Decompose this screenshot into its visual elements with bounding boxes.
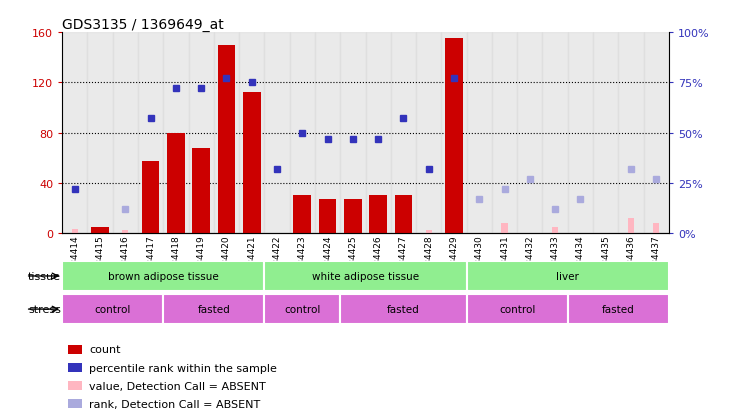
Bar [163,294,265,324]
Text: percentile rank within the sample: percentile rank within the sample [89,363,277,373]
Bar [265,33,289,233]
Bar [218,45,235,233]
Text: stress: stress [28,304,61,314]
Bar [265,261,466,291]
Bar [91,227,109,233]
Bar [192,148,210,233]
Bar [113,33,138,233]
Text: fasted: fasted [387,304,420,314]
Bar [62,33,88,233]
Bar [517,33,542,233]
Bar [122,231,129,233]
Bar [289,33,315,233]
Bar [167,133,185,233]
Text: white adipose tissue: white adipose tissue [312,271,419,281]
Text: value, Detection Call = ABSENT: value, Detection Call = ABSENT [89,381,266,391]
Bar [340,33,366,233]
Bar [265,294,340,324]
Bar [62,261,265,291]
Bar [653,223,659,233]
Text: fasted: fasted [197,304,230,314]
Bar [340,294,466,324]
Text: liver: liver [556,271,579,281]
Bar [643,33,669,233]
Bar [68,399,82,408]
Bar [189,33,213,233]
Bar [391,33,416,233]
Bar [492,33,517,233]
Bar [466,294,568,324]
Bar [344,199,362,233]
Bar [593,33,618,233]
Bar [68,345,82,354]
Text: control: control [94,304,131,314]
Text: GDS3135 / 1369649_at: GDS3135 / 1369649_at [62,18,224,32]
Bar [243,93,260,233]
Bar [416,33,442,233]
Bar [68,381,82,390]
Bar [62,294,163,324]
Text: tissue: tissue [28,271,61,281]
Bar [425,231,432,233]
Bar [466,261,669,291]
Bar [315,33,340,233]
Bar [163,33,189,233]
Text: control: control [284,304,320,314]
Bar [293,196,311,233]
Bar [542,33,568,233]
Bar [213,33,239,233]
Bar [239,33,265,233]
Bar [501,223,507,233]
Bar [142,162,159,233]
Bar [568,33,593,233]
Bar [552,227,558,233]
Text: rank, Detection Call = ABSENT: rank, Detection Call = ABSENT [89,399,261,409]
Bar [628,218,634,233]
Text: control: control [499,304,535,314]
Bar [395,196,412,233]
Bar [369,196,387,233]
Text: brown adipose tissue: brown adipose tissue [108,271,219,281]
Text: count: count [89,344,121,355]
Bar [68,363,82,373]
Bar [88,33,113,233]
Bar [466,33,492,233]
Bar [445,39,463,233]
Bar [319,199,336,233]
Text: fasted: fasted [602,304,635,314]
Bar [138,33,163,233]
Bar [366,33,391,233]
Bar [72,230,78,233]
Bar [442,33,466,233]
Bar [568,294,669,324]
Bar [618,33,643,233]
